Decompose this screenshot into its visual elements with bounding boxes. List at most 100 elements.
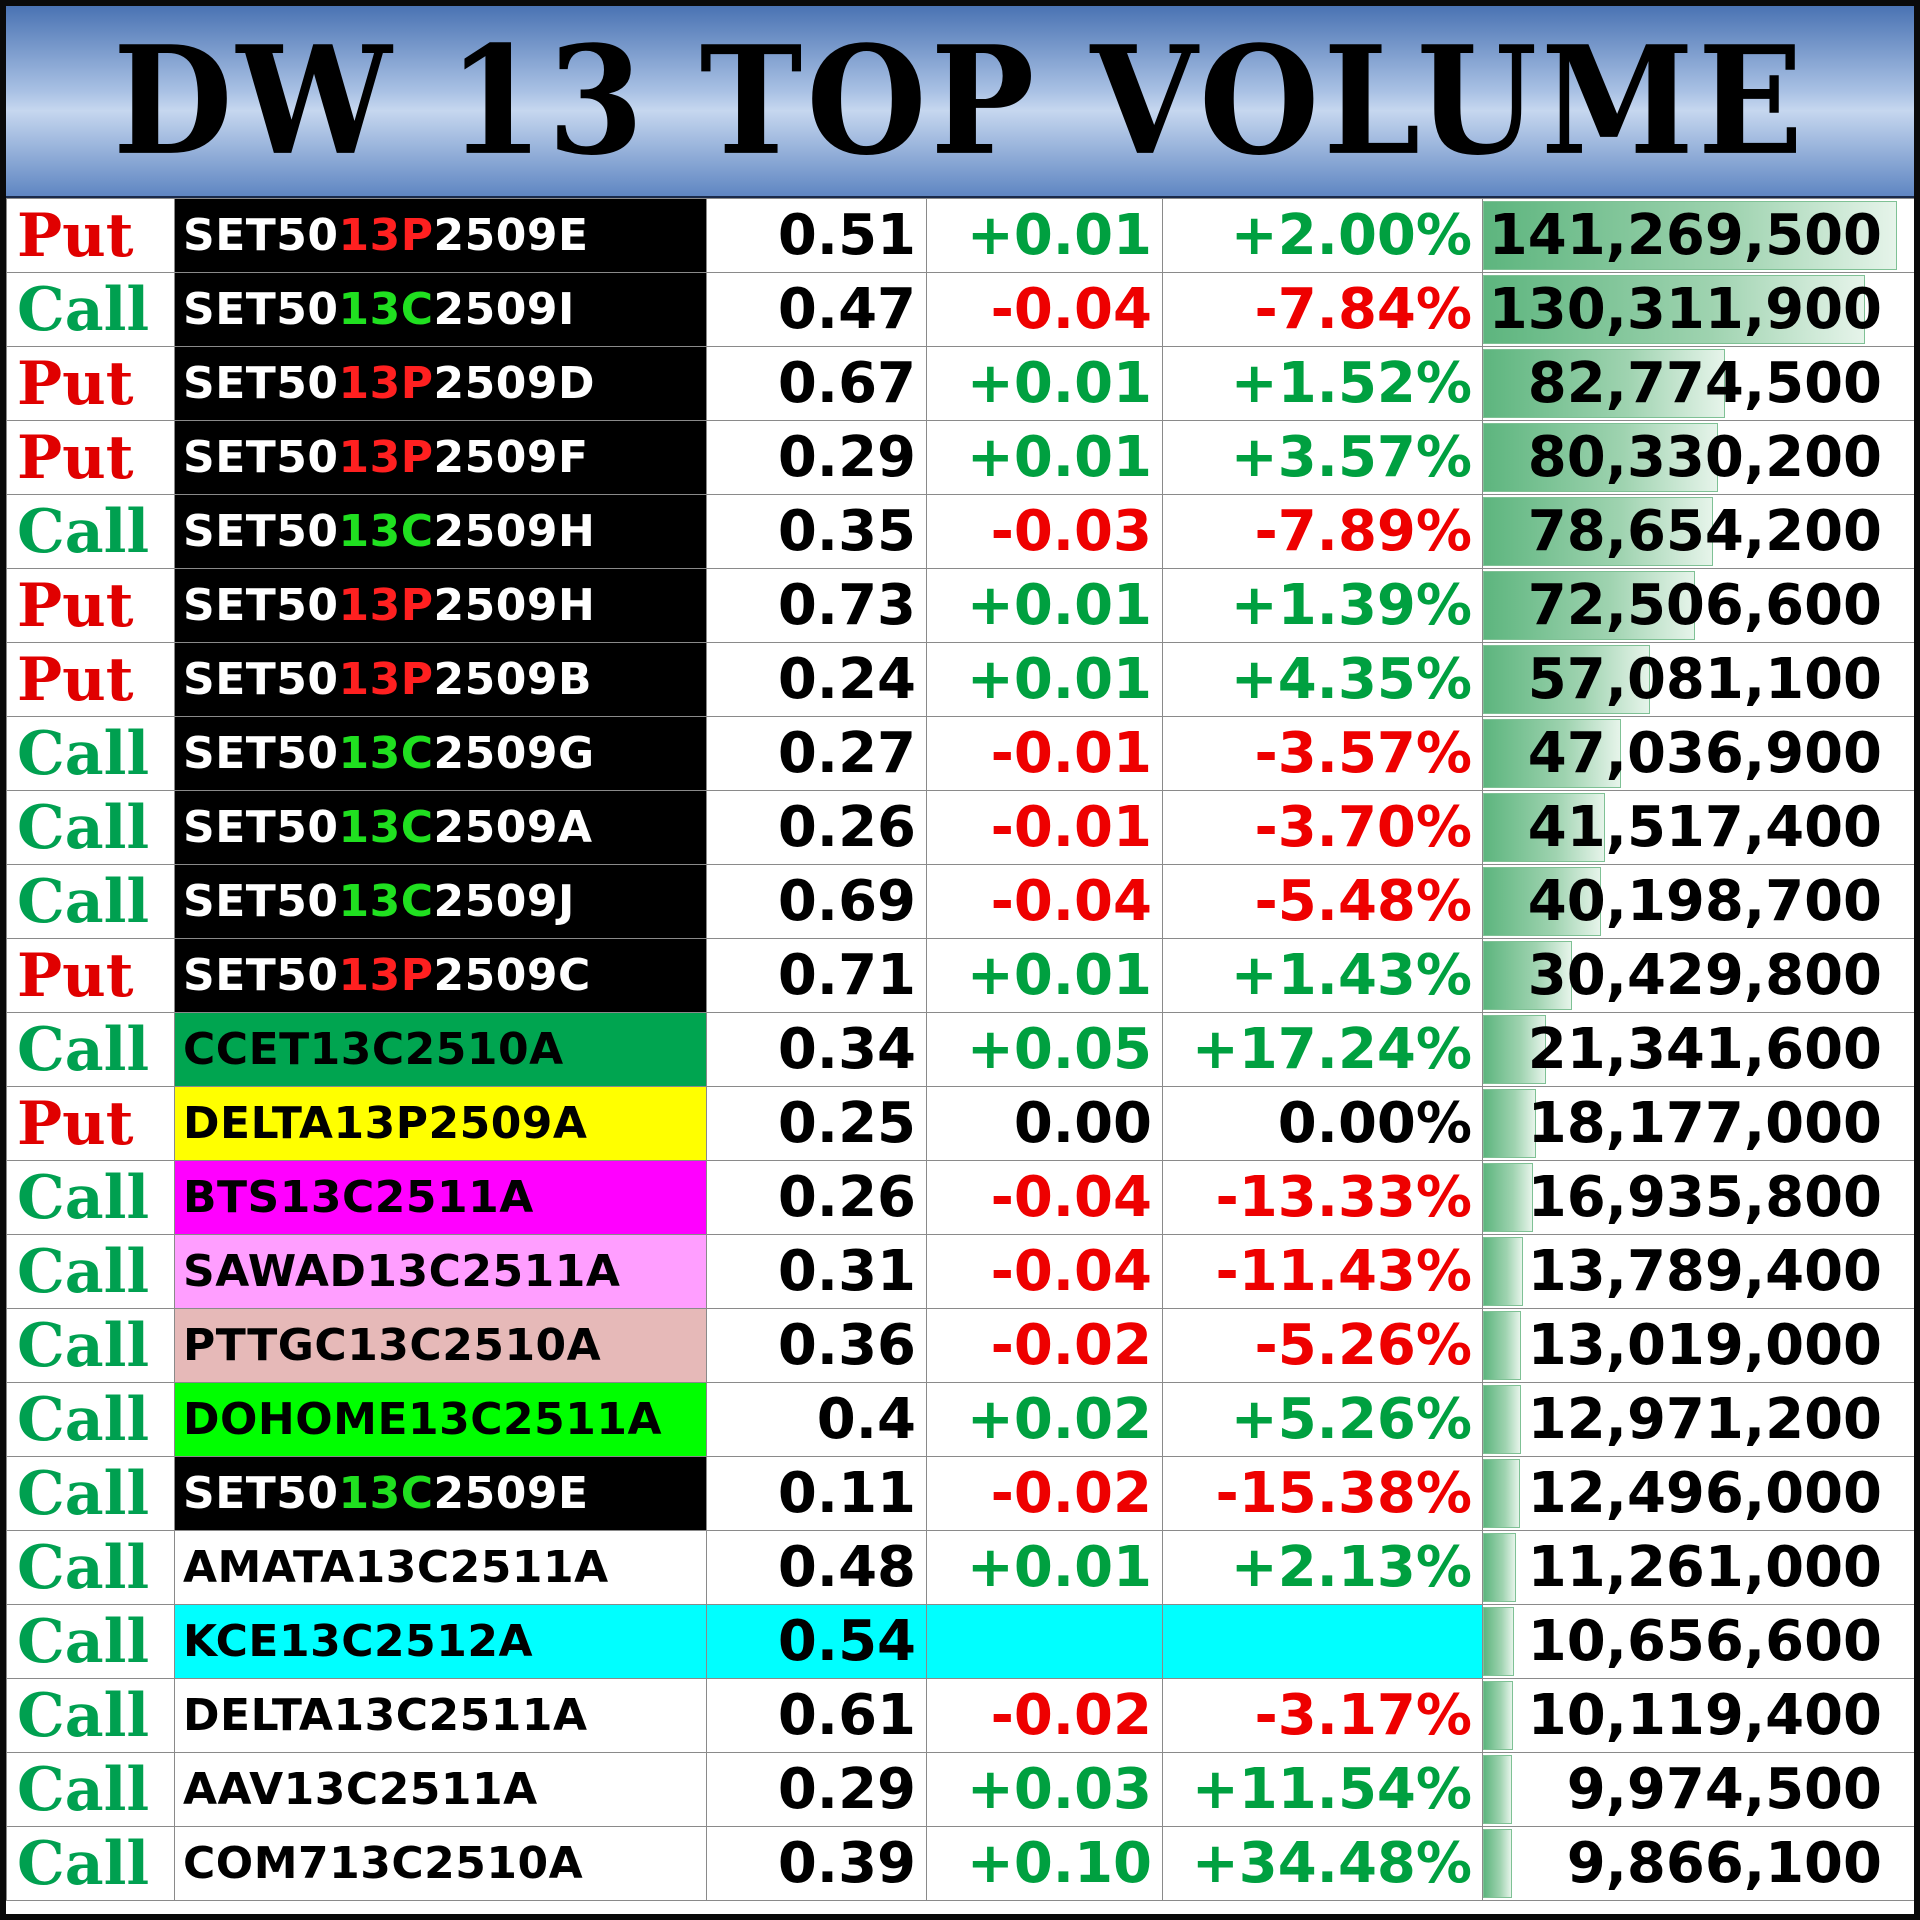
- last-price: 0.11: [706, 1456, 927, 1531]
- percent-change: [1162, 1604, 1483, 1679]
- percent-change: -7.84%: [1162, 272, 1483, 347]
- table-row: Call SET5013C2509A 0.26 -0.01 -3.70% 41,517,4…: [6, 790, 1914, 865]
- symbol-part: 13P: [338, 210, 434, 261]
- warrant-symbol: BTS13C2511A: [174, 1160, 707, 1235]
- percent-change: +2.13%: [1162, 1530, 1483, 1605]
- table-row: Call BTS13C2511A 0.26 -0.04 -13.33% 16,935,80…: [6, 1160, 1914, 1235]
- last-price: 0.48: [706, 1530, 927, 1605]
- symbol-part: SET50: [183, 210, 339, 261]
- percent-change: +11.54%: [1162, 1752, 1483, 1827]
- symbol-part: 2509F: [433, 432, 589, 483]
- table-row: Call AMATA13C2511A 0.48 +0.01 +2.13% 11,261,0…: [6, 1530, 1914, 1605]
- volume-cell: 21,341,600: [1482, 1012, 1914, 1087]
- option-type: Call: [6, 1012, 175, 1087]
- symbol-part: 13C: [338, 802, 434, 853]
- volume-bar: [1483, 1163, 1533, 1232]
- volume-value: 57,081,100: [1527, 647, 1882, 712]
- last-price: 0.69: [706, 864, 927, 939]
- volume-bar: [1483, 349, 1726, 418]
- price-change: -0.01: [926, 790, 1163, 865]
- volume-bar: [1483, 719, 1621, 788]
- price-change: +0.01: [926, 198, 1163, 273]
- volume-bar: [1483, 941, 1573, 1010]
- option-type: Call: [6, 1160, 175, 1235]
- last-price: 0.54: [706, 1604, 927, 1679]
- volume-bar: [1483, 1089, 1537, 1158]
- symbol-part: DOHOME13C2511A: [183, 1394, 663, 1445]
- table-row: Call CCET13C2510A 0.34 +0.05 +17.24% 21,341,6…: [6, 1012, 1914, 1087]
- warrant-symbol: AMATA13C2511A: [174, 1530, 707, 1605]
- volume-value: 13,789,400: [1527, 1239, 1882, 1304]
- symbol-part: KCE13C2512A: [183, 1616, 534, 1667]
- table-row: Call SET5013C2509G 0.27 -0.01 -3.57% 47,036,9…: [6, 716, 1914, 791]
- table-row: Put SET5013P2509D 0.67 +0.01 +1.52% 82,774,50…: [6, 346, 1914, 421]
- table-body: Put SET5013P2509E 0.51 +0.01 +2.00% 141,269,5…: [6, 198, 1914, 1901]
- symbol-part: DELTA13C2511A: [183, 1690, 588, 1741]
- volume-cell: 30,429,800: [1482, 938, 1914, 1013]
- price-change: -0.04: [926, 272, 1163, 347]
- symbol-part: 13P: [338, 432, 434, 483]
- symbol-part: 2509C: [433, 950, 591, 1001]
- last-price: 0.39: [706, 1826, 927, 1901]
- percent-change: -3.70%: [1162, 790, 1483, 865]
- last-price: 0.61: [706, 1678, 927, 1753]
- volume-value: 9,866,100: [1566, 1831, 1882, 1896]
- volume-bar: [1483, 1385, 1521, 1454]
- last-price: 0.25: [706, 1086, 927, 1161]
- price-change: 0.00: [926, 1086, 1163, 1161]
- option-type: Call: [6, 1826, 175, 1901]
- volume-cell: 12,496,000: [1482, 1456, 1914, 1531]
- volume-cell: 16,935,800: [1482, 1160, 1914, 1235]
- warrant-symbol: SAWAD13C2511A: [174, 1234, 707, 1309]
- price-change: -0.04: [926, 1160, 1163, 1235]
- percent-change: -11.43%: [1162, 1234, 1483, 1309]
- price-change: +0.01: [926, 1530, 1163, 1605]
- symbol-part: 13C: [338, 284, 434, 335]
- option-type: Put: [6, 938, 175, 1013]
- volume-bar: [1483, 1829, 1512, 1898]
- last-price: 0.34: [706, 1012, 927, 1087]
- symbol-part: 13C: [338, 506, 434, 557]
- percent-change: +1.52%: [1162, 346, 1483, 421]
- warrant-symbol: PTTGC13C2510A: [174, 1308, 707, 1383]
- warrant-symbol: SET5013C2509H: [174, 494, 707, 569]
- option-type: Put: [6, 642, 175, 717]
- volume-value: 30,429,800: [1527, 943, 1882, 1008]
- volume-value: 141,269,500: [1488, 203, 1882, 268]
- price-change: +0.01: [926, 938, 1163, 1013]
- percent-change: +17.24%: [1162, 1012, 1483, 1087]
- symbol-part: 13P: [338, 358, 434, 409]
- table-row: Call AAV13C2511A 0.29 +0.03 +11.54% 9,974,500: [6, 1752, 1914, 1827]
- volume-cell: 40,198,700: [1482, 864, 1914, 939]
- volume-bar: [1483, 1015, 1546, 1084]
- percent-change: +34.48%: [1162, 1826, 1483, 1901]
- option-type: Call: [6, 1678, 175, 1753]
- last-price: 0.4: [706, 1382, 927, 1457]
- price-change: +0.01: [926, 642, 1163, 717]
- option-type: Call: [6, 1234, 175, 1309]
- volume-cell: 80,330,200: [1482, 420, 1914, 495]
- price-change: +0.01: [926, 568, 1163, 643]
- symbol-part: SET50: [183, 580, 339, 631]
- symbol-part: 13P: [338, 950, 434, 1001]
- volume-bar: [1483, 1237, 1524, 1306]
- warrant-symbol: DOHOME13C2511A: [174, 1382, 707, 1457]
- volume-bar: [1483, 645, 1651, 714]
- table-row: Call SAWAD13C2511A 0.31 -0.04 -11.43% 13,789,…: [6, 1234, 1914, 1309]
- volume-bar: [1483, 1459, 1520, 1528]
- volume-value: 72,506,600: [1527, 573, 1882, 638]
- volume-cell: 41,517,400: [1482, 790, 1914, 865]
- volume-cell: 141,269,500: [1482, 198, 1914, 273]
- warrant-symbol: DELTA13P2509A: [174, 1086, 707, 1161]
- table-row: Call SET5013C2509J 0.69 -0.04 -5.48% 40,198,7…: [6, 864, 1914, 939]
- price-change: +0.01: [926, 346, 1163, 421]
- volume-value: 41,517,400: [1527, 795, 1882, 860]
- percent-change: +3.57%: [1162, 420, 1483, 495]
- volume-cell: 13,019,000: [1482, 1308, 1914, 1383]
- percent-change: 0.00%: [1162, 1086, 1483, 1161]
- option-type: Call: [6, 494, 175, 569]
- volume-cell: 11,261,000: [1482, 1530, 1914, 1605]
- volume-cell: 82,774,500: [1482, 346, 1914, 421]
- volume-value: 13,019,000: [1527, 1313, 1882, 1378]
- volume-bar: [1483, 201, 1897, 270]
